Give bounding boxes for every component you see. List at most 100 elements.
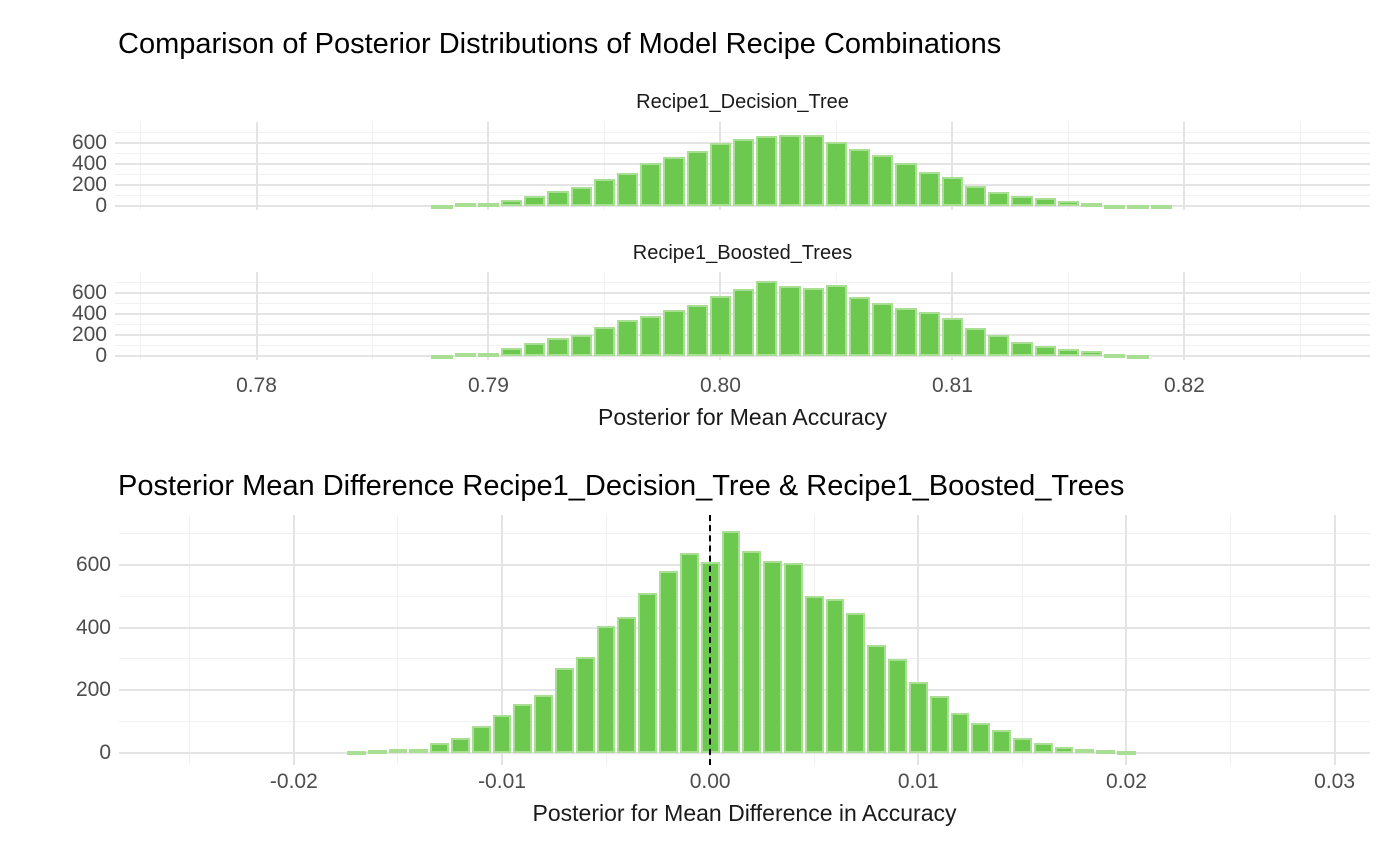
histogram-bar xyxy=(547,191,569,206)
y-tick-label: 0 xyxy=(95,193,107,217)
histogram-bar xyxy=(513,704,533,753)
histogram-bar xyxy=(1011,195,1033,206)
grid-minor-line xyxy=(397,515,399,765)
histogram-bar xyxy=(547,338,569,356)
grid-major-line xyxy=(115,354,1370,357)
chart1-title: Comparison of Posterior Distributions of… xyxy=(118,28,1002,60)
histogram-bar xyxy=(763,561,782,753)
histogram-bar xyxy=(1034,346,1056,356)
y-tick-label: 400 xyxy=(75,615,111,639)
histogram-bar xyxy=(802,287,824,356)
histogram-bar xyxy=(454,202,476,207)
histogram-bar xyxy=(971,722,991,753)
histogram-bar xyxy=(872,155,894,206)
histogram-bar xyxy=(895,308,917,356)
histogram-bar xyxy=(756,135,778,206)
histogram-bar xyxy=(431,204,453,209)
x-tick-label: 0.78 xyxy=(236,374,277,397)
histogram-bar xyxy=(1075,749,1095,754)
histogram-bar xyxy=(1081,351,1103,356)
histogram-bar xyxy=(908,682,928,753)
histogram-bar xyxy=(988,335,1010,356)
histogram-bar xyxy=(1127,354,1149,359)
grid-minor-line xyxy=(603,272,605,360)
histogram-bar xyxy=(1034,198,1056,206)
histogram-bar xyxy=(1057,201,1080,206)
histogram-bar xyxy=(965,327,987,356)
histogram-bar xyxy=(524,195,546,206)
histogram-bar xyxy=(941,317,964,356)
histogram-bar xyxy=(492,715,512,753)
histogram-bar xyxy=(501,348,523,356)
x-tick-label: 0.82 xyxy=(1163,374,1205,397)
y-tick-label: 200 xyxy=(75,678,111,701)
histogram-bar xyxy=(454,352,476,357)
histogram-bar xyxy=(638,593,658,753)
histogram-bar xyxy=(575,657,595,753)
histogram-bar xyxy=(1054,746,1074,753)
histogram-bar xyxy=(756,280,778,356)
histogram-bar xyxy=(1033,743,1053,753)
histogram-bar xyxy=(733,138,755,206)
histogram-bar xyxy=(477,352,500,357)
facet-strip-boosted-trees: Recipe1_Boosted_Trees xyxy=(632,242,853,264)
grid-minor-line xyxy=(1067,272,1069,360)
histogram-bar xyxy=(895,163,917,206)
histogram-bar xyxy=(555,668,574,753)
histogram-bar xyxy=(888,658,907,753)
histogram-bar xyxy=(501,200,523,206)
grid-minor-line xyxy=(115,281,1370,283)
y-tick-label: 600 xyxy=(71,280,107,304)
y-tick-label: 400 xyxy=(71,301,107,325)
histogram-bar xyxy=(593,327,616,356)
histogram-bar xyxy=(663,157,685,206)
histogram-bar xyxy=(534,694,554,753)
grid-major-line xyxy=(951,122,954,210)
y-tick-label: 200 xyxy=(71,322,107,346)
x-tick-label: 0.00 xyxy=(689,770,731,793)
histogram-bar xyxy=(779,286,801,356)
histogram-bar xyxy=(992,730,1011,753)
grid-minor-line xyxy=(1021,515,1023,765)
histogram-bar xyxy=(825,285,848,356)
x-tick-label: 0.01 xyxy=(897,770,939,793)
chart1-x-axis-title: Posterior for Mean Accuracy xyxy=(598,404,887,430)
histogram-bar xyxy=(802,135,824,206)
histogram-bar xyxy=(1150,204,1172,209)
grid-major-line xyxy=(292,515,295,765)
histogram-bar xyxy=(570,334,592,356)
x-tick-label: -0.02 xyxy=(269,770,318,793)
grid-minor-line xyxy=(119,533,1370,535)
grid-major-line xyxy=(255,272,258,360)
grid-major-line xyxy=(487,272,490,360)
histogram-bar xyxy=(367,750,387,754)
histogram-bar xyxy=(941,177,964,206)
histogram-bar xyxy=(617,616,637,753)
histogram-bar xyxy=(709,142,732,206)
y-tick-label: 600 xyxy=(75,553,111,576)
histogram-bar xyxy=(450,738,470,753)
histogram-panel-difference xyxy=(119,515,1370,765)
histogram-bar xyxy=(988,191,1010,206)
histogram-bar xyxy=(1104,353,1126,358)
histogram-bar xyxy=(686,150,708,206)
chart2-x-axis-title: Posterior for Mean Difference in Accurac… xyxy=(532,800,957,826)
grid-major-line xyxy=(115,204,1370,207)
facet-strip-decision-tree: Recipe1_Decision_Tree xyxy=(636,91,849,113)
histogram-bar xyxy=(1057,348,1080,356)
histogram-bar xyxy=(659,571,678,753)
grid-major-line xyxy=(1125,515,1128,765)
grid-major-line xyxy=(951,272,954,360)
histogram-bar xyxy=(849,148,871,206)
histogram-bar xyxy=(1117,750,1136,755)
grid-major-line xyxy=(1183,122,1186,210)
histogram-bar xyxy=(950,713,970,753)
histogram-bar xyxy=(409,748,429,753)
histogram-bar xyxy=(617,172,639,206)
x-tick-label: 0.81 xyxy=(932,374,973,397)
histogram-bar xyxy=(867,644,887,753)
grid-minor-line xyxy=(371,272,373,360)
histogram-bar xyxy=(388,749,408,754)
histogram-bar xyxy=(918,171,940,206)
grid-minor-line xyxy=(189,515,191,765)
